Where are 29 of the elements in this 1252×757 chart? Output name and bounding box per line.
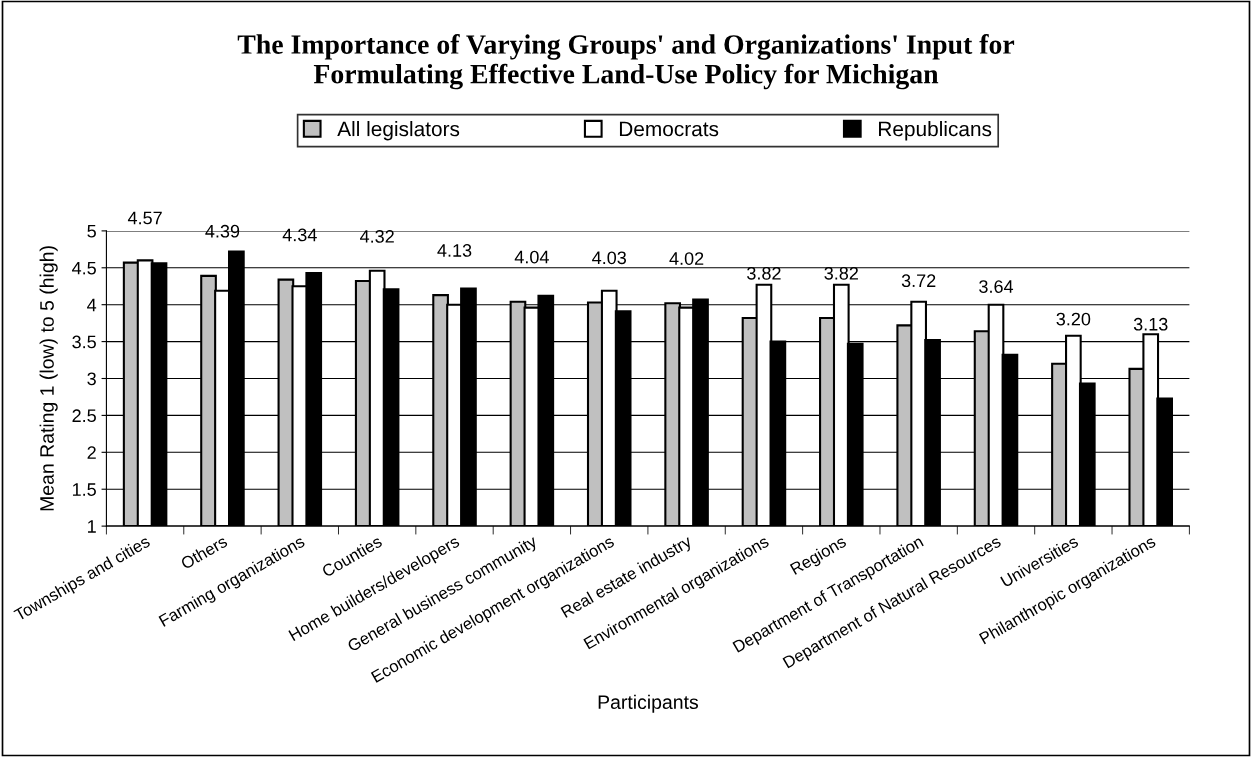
y-tick-label: 4	[87, 298, 97, 312]
y-tick-label: 3.5	[72, 335, 96, 349]
y-tick-label: 2.5	[72, 409, 96, 423]
data-label: 4.57	[127, 211, 162, 225]
data-label: 4.39	[205, 224, 240, 238]
data-label: 3.82	[824, 266, 858, 280]
data-label: 3.20	[1056, 312, 1091, 326]
data-label: 3.72	[901, 274, 936, 288]
y-tick-label: 1	[88, 520, 96, 533]
data-label: 4.32	[360, 230, 394, 243]
y-axis-title: Mean Rating 1 (low) to 5 (high)	[39, 246, 58, 511]
data-label: 3.64	[979, 280, 1014, 293]
data-label: 3.13	[1133, 317, 1168, 331]
y-tick-label: 4.5	[72, 261, 96, 275]
chart-title: The Importance of Varying Groups' and Organizations' Input for Formulating Effective Land-Use Policy for Michigan	[237, 34, 1015, 90]
y-tick-label: 3	[87, 372, 96, 386]
data-label: 4.13	[437, 244, 472, 257]
y-tick-label: 1.5	[72, 483, 96, 496]
data-label: 4.03	[592, 251, 627, 265]
data-label: 4.34	[282, 228, 317, 242]
legend-label: Republicans	[879, 120, 992, 141]
legend-label: Democrats	[619, 121, 719, 137]
y-tick-label: 2	[87, 446, 96, 459]
y-tick-label: 5	[87, 225, 96, 238]
data-label: 4.02	[669, 252, 704, 265]
data-label: 4.04	[514, 250, 549, 264]
legend-label: All legislators	[337, 120, 460, 141]
x-axis-title: Participants	[598, 694, 699, 713]
data-label: 3.82	[747, 266, 781, 280]
